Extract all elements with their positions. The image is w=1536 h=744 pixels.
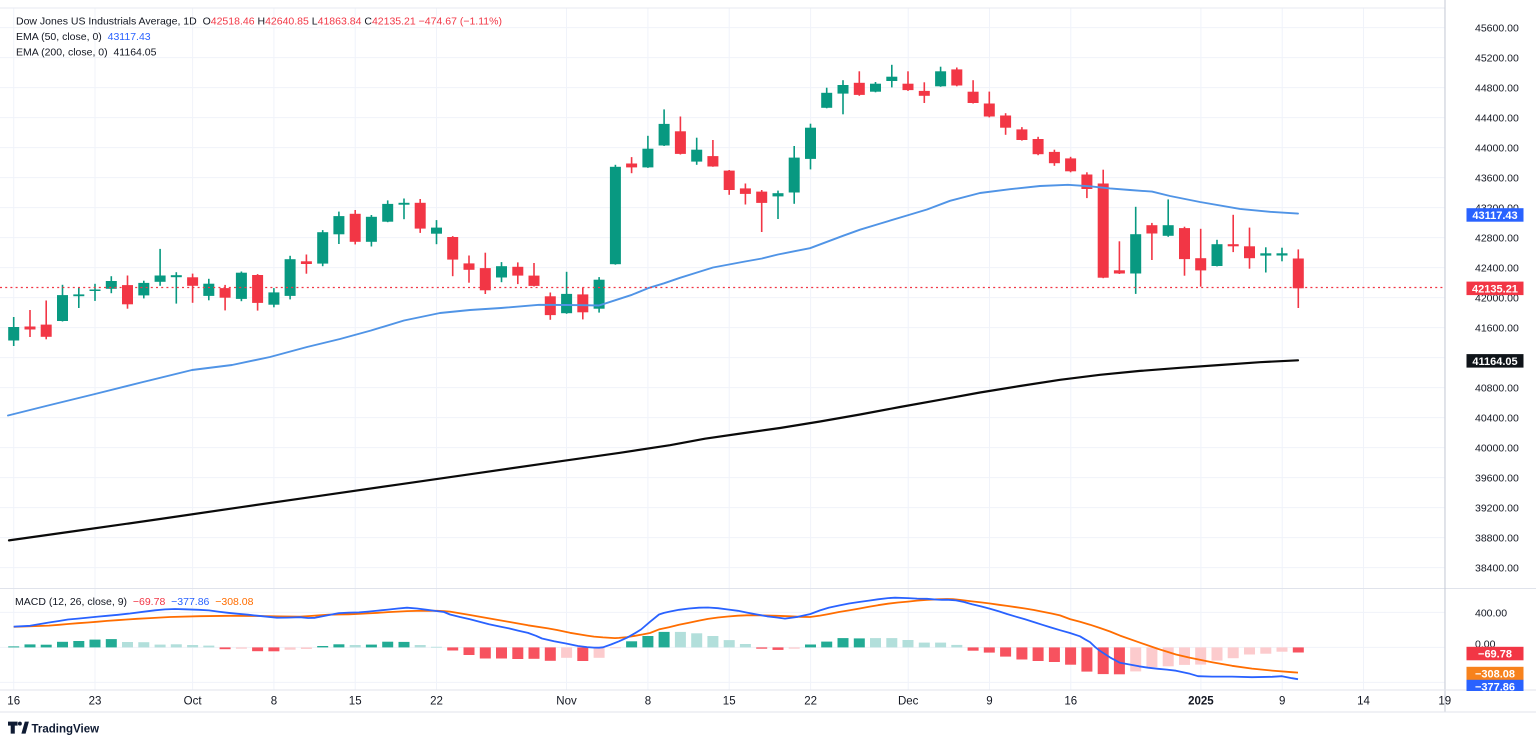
svg-text:EMA (200, close, 0) 41164.05: EMA (200, close, 0) 41164.05 xyxy=(16,46,157,58)
svg-text:MACD (12, 26, close, 9) −69.7: MACD (12, 26, close, 9) −69.78 −377.86 −… xyxy=(15,596,254,608)
svg-text:Dec: Dec xyxy=(898,696,919,708)
svg-text:43600.00: 43600.00 xyxy=(1475,173,1519,185)
svg-text:−308.08: −308.08 xyxy=(1475,669,1515,681)
svg-text:19: 19 xyxy=(1438,696,1451,708)
svg-text:8: 8 xyxy=(645,696,651,708)
svg-text:15: 15 xyxy=(723,696,736,708)
svg-text:39200.00: 39200.00 xyxy=(1475,503,1519,515)
svg-text:8: 8 xyxy=(271,696,277,708)
svg-text:44400.00: 44400.00 xyxy=(1475,113,1519,125)
svg-text:45200.00: 45200.00 xyxy=(1475,53,1519,65)
svg-text:Dow Jones US Industrials Avera: Dow Jones US Industrials Average, 1D O42… xyxy=(16,16,502,28)
svg-text:−69.78: −69.78 xyxy=(1478,649,1512,661)
svg-text:41600.00: 41600.00 xyxy=(1475,323,1519,335)
svg-text:16: 16 xyxy=(7,696,20,708)
svg-text:42000.00: 42000.00 xyxy=(1475,293,1519,305)
svg-text:14: 14 xyxy=(1357,696,1370,708)
svg-text:9: 9 xyxy=(1279,696,1285,708)
svg-text:41164.05: 41164.05 xyxy=(1472,356,1517,368)
svg-text:16: 16 xyxy=(1064,696,1077,708)
svg-text:39600.00: 39600.00 xyxy=(1475,473,1519,485)
svg-text:2025: 2025 xyxy=(1188,696,1214,708)
svg-text:Nov: Nov xyxy=(556,696,577,708)
svg-text:23: 23 xyxy=(89,696,102,708)
svg-text:−377.86: −377.86 xyxy=(1475,682,1515,694)
svg-text:EMA (50, close, 0) 43117.43: EMA (50, close, 0) 43117.43 xyxy=(16,31,151,43)
svg-text:9: 9 xyxy=(986,696,992,708)
svg-text:45600.00: 45600.00 xyxy=(1475,23,1519,35)
svg-text:38400.00: 38400.00 xyxy=(1475,563,1519,575)
svg-text:22: 22 xyxy=(804,696,817,708)
svg-text:42400.00: 42400.00 xyxy=(1475,263,1519,275)
svg-text:Oct: Oct xyxy=(184,696,203,708)
svg-text:40000.00: 40000.00 xyxy=(1475,443,1519,455)
svg-text:43117.43: 43117.43 xyxy=(1472,210,1517,222)
svg-text:42135.21: 42135.21 xyxy=(1472,283,1518,295)
svg-text:15: 15 xyxy=(349,696,362,708)
svg-text:38800.00: 38800.00 xyxy=(1475,533,1519,545)
svg-text:44800.00: 44800.00 xyxy=(1475,83,1519,95)
svg-text:TradingView: TradingView xyxy=(32,724,100,736)
svg-text:40400.00: 40400.00 xyxy=(1475,413,1519,425)
svg-text:44000.00: 44000.00 xyxy=(1475,143,1519,155)
svg-text:40800.00: 40800.00 xyxy=(1475,383,1519,395)
svg-text:400.00: 400.00 xyxy=(1475,607,1507,619)
svg-text:22: 22 xyxy=(430,696,443,708)
svg-text:42800.00: 42800.00 xyxy=(1475,233,1519,245)
